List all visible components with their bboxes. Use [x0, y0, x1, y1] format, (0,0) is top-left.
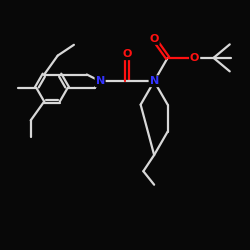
Text: N: N: [96, 76, 105, 86]
Text: O: O: [190, 53, 199, 63]
Text: N: N: [150, 76, 159, 86]
Text: O: O: [122, 49, 132, 59]
Text: O: O: [150, 34, 159, 44]
